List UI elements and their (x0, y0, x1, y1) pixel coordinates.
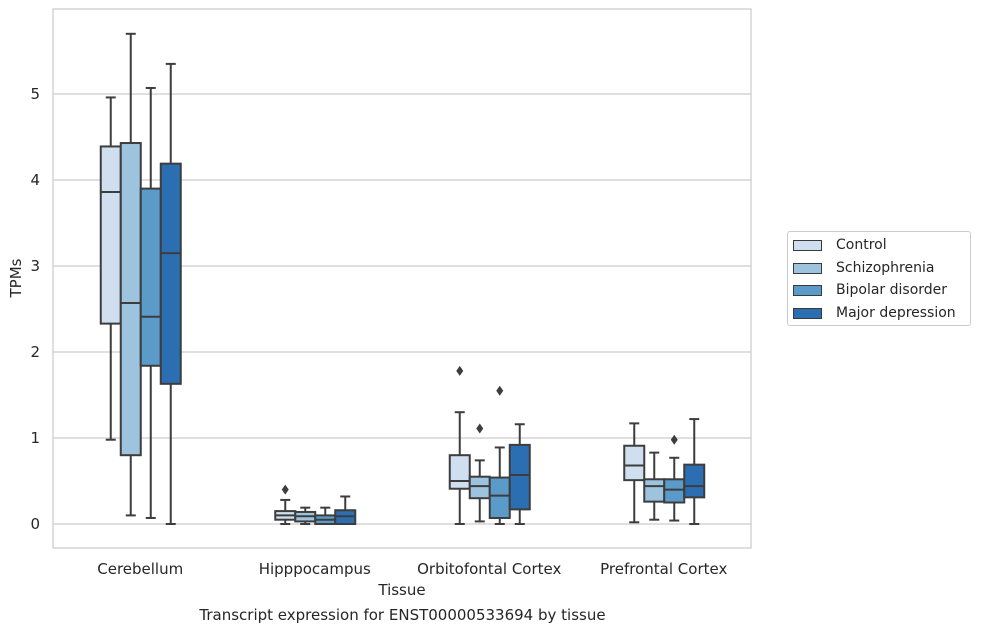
box-body (623, 444, 646, 482)
box-body (468, 475, 491, 500)
x-tick-label: Hipppocampus (259, 560, 371, 578)
box (294, 506, 317, 525)
box-body (488, 476, 511, 519)
box-body (119, 142, 142, 457)
box-body (643, 478, 666, 503)
outlier-point (281, 484, 289, 495)
box (623, 422, 646, 524)
box (683, 418, 706, 525)
legend: Control Schizophrenia Bipolar disorder M… (787, 231, 971, 326)
y-tick-label: 1 (30, 429, 40, 447)
box (643, 451, 666, 521)
plot-frame (52, 8, 752, 549)
legend-item-schizophrenia: Schizophrenia (793, 259, 934, 277)
legend-label-schizophrenia: Schizophrenia (836, 260, 935, 276)
y-tick-label: 0 (30, 515, 40, 533)
box-body (139, 187, 162, 367)
box-body (683, 463, 706, 499)
outlier-point (456, 365, 464, 376)
x-tick-label: Prefrontal Cortex (600, 560, 727, 578)
chart-caption: Transcript expression for ENST0000053369… (199, 606, 606, 624)
box (334, 495, 357, 525)
box (99, 96, 122, 441)
y-tick-label: 5 (30, 85, 40, 103)
outlier-point (476, 423, 484, 434)
y-tick-label: 3 (30, 257, 40, 275)
y-axis-label: TPMs (7, 258, 25, 298)
box (508, 423, 531, 525)
legend-item-major-depression: Major depression (793, 304, 956, 322)
boxes (99, 32, 706, 526)
box (159, 62, 182, 525)
box (663, 434, 686, 522)
outlier-point (670, 434, 678, 445)
legend-swatch-bipolar-disorder (793, 284, 822, 296)
box (448, 365, 471, 525)
box (139, 86, 162, 519)
legend-swatch-control (793, 239, 822, 251)
y-tick-labels: 0 1 2 3 4 5 (30, 85, 40, 533)
legend-label-major-depression: Major depression (836, 305, 956, 321)
x-tick-label: Orbitofontal Cortex (417, 560, 561, 578)
box-body (448, 454, 471, 490)
box (468, 423, 491, 523)
box-body (663, 478, 686, 504)
x-tick-labels: Cerebellum Hipppocampus Orbitofontal Corte… (97, 560, 727, 578)
legend-label-bipolar-disorder: Bipolar disorder (836, 282, 948, 298)
legend-swatch-schizophrenia (793, 262, 822, 274)
y-tick-label: 2 (30, 343, 40, 361)
box-body (159, 162, 182, 385)
legend-label-control: Control (836, 237, 887, 253)
box (119, 32, 142, 517)
legend-item-control: Control (793, 236, 887, 254)
box (314, 506, 337, 526)
x-axis-label: Tissue (377, 581, 425, 599)
box-body (99, 145, 122, 325)
y-tick-label: 4 (30, 171, 40, 189)
box (274, 484, 297, 525)
x-tick-label: Cerebellum (97, 560, 183, 578)
box-body (508, 443, 531, 511)
legend-item-bipolar-disorder: Bipolar disorder (793, 281, 947, 299)
legend-swatch-major-depression (793, 307, 822, 319)
box (488, 385, 511, 525)
outlier-point (496, 385, 504, 396)
